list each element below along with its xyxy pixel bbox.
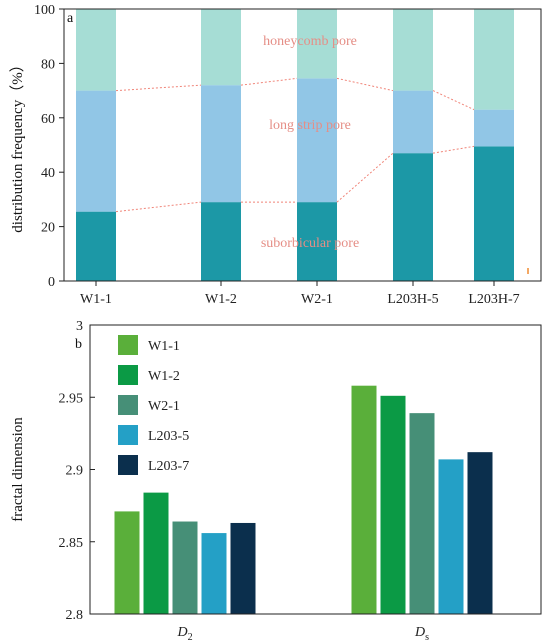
panel-a-connectors — [115, 77, 475, 213]
region-label-honeycomb: honeycomb pore — [263, 34, 357, 49]
bar-l203-7-ds — [467, 452, 493, 614]
bar-suborbicular-pore-w2-1 — [297, 202, 337, 281]
legend-label-w1-2: W1-2 — [148, 369, 180, 384]
panel-b-chart: 2.8 2.85 2.9 2.95 3 D2 Ds b fractal dimension… — [10, 319, 542, 642]
panel-a-x-ticks: W1-1 W1-2 W2-1 L203H-5 L203H-7 — [80, 281, 520, 307]
connector-line-long-strip-top — [115, 84, 202, 92]
bar-w2-1-d2 — [172, 521, 198, 614]
panel-a-x-tick-label: W1-2 — [205, 292, 237, 307]
bar-l203-7-d2 — [230, 522, 256, 614]
bar-long-strip-pore-l203h-5 — [393, 90, 433, 154]
panel-b-y-tick-label: 2.95 — [59, 391, 84, 406]
bar-suborbicular-pore-w1-2 — [201, 202, 241, 281]
legend-label-w1-1: W1-1 — [148, 339, 180, 354]
panel-b-y-tick-label: 2.8 — [66, 608, 84, 623]
panel-b-x-ticks: D2 Ds — [176, 625, 429, 642]
panel-b-letter: b — [75, 337, 82, 352]
panel-a-bars — [76, 9, 514, 281]
connector-line-suborbicular-top — [336, 152, 394, 203]
bar-honeycomb-pore-w2-1 — [297, 9, 337, 79]
bar-honeycomb-pore-w1-2 — [201, 9, 241, 86]
bar-honeycomb-pore-l203h-5 — [393, 9, 433, 91]
bar-l203-5-d2 — [201, 533, 227, 614]
connector-line-long-strip-top — [432, 90, 475, 111]
bar-long-strip-pore-w2-1 — [297, 78, 337, 203]
panel-a-x-tick-label: W2-1 — [301, 292, 333, 307]
panel-a-y-tick-label: 40 — [41, 166, 55, 181]
panel-a-y-axis-title: distribution frequency（%） — [9, 57, 26, 232]
panel-b-x-tick-label: Ds — [414, 625, 429, 642]
bar-w2-1-ds — [409, 413, 435, 614]
connector-line-long-strip-top — [240, 77, 298, 86]
bar-suborbicular-pore-l203h-5 — [393, 153, 433, 281]
bar-honeycomb-pore-l203h-7 — [474, 9, 514, 110]
panel-a-y-tick-label: 20 — [41, 221, 55, 236]
legend-swatch-w2-1 — [118, 395, 138, 415]
legend-swatch-w1-2 — [118, 365, 138, 385]
legend-swatch-l203-5 — [118, 425, 138, 445]
bar-suborbicular-pore-l203h-7 — [474, 146, 514, 281]
bar-suborbicular-pore-w1-1 — [76, 211, 116, 281]
bar-long-strip-pore-l203h-7 — [474, 109, 514, 147]
panel-a-x-tick-label: L203H-5 — [387, 292, 438, 307]
panel-b-y-tick-label: 2.9 — [66, 464, 84, 479]
legend-label-w2-1: W2-1 — [148, 399, 180, 414]
legend-swatch-l203-7 — [118, 455, 138, 475]
bar-l203-5-ds — [438, 459, 464, 614]
bar-w1-2-ds — [380, 395, 406, 614]
panel-b-bars — [114, 385, 493, 614]
panel-a-x-tick-label: W1-1 — [80, 292, 112, 307]
panel-a-y-tick-label: 80 — [41, 57, 55, 72]
bar-honeycomb-pore-w1-1 — [76, 9, 116, 91]
legend-swatch-w1-1 — [118, 335, 138, 355]
panel-a-x-tick-label: L203H-7 — [468, 292, 519, 307]
bar-w1-1-ds — [351, 385, 377, 614]
legend-label-l203-7: L203-7 — [148, 459, 189, 474]
panel-b-y-axis-title: fractal dimension — [10, 417, 26, 522]
connector-line-suborbicular-top — [432, 145, 475, 154]
panel-a-y-tick-label: 100 — [34, 3, 55, 18]
region-label-long-strip: long strip pore — [269, 118, 351, 133]
panel-a-letter: a — [67, 11, 74, 26]
panel-a-y-tick-label: 60 — [41, 112, 55, 127]
connector-line-suborbicular-top — [115, 201, 202, 213]
panel-b-y-tick-label: 2.85 — [59, 536, 84, 551]
bar-w1-2-d2 — [143, 492, 169, 614]
panel-a-frame — [63, 8, 542, 282]
bar-w1-1-d2 — [114, 511, 140, 614]
bar-long-strip-pore-w1-1 — [76, 90, 116, 212]
panel-a-y-ticks: 0 20 40 60 80 100 — [34, 3, 64, 290]
panel-b-x-tick-label: D2 — [176, 625, 192, 642]
bar-long-strip-pore-w1-2 — [201, 85, 241, 203]
region-label-suborbicular: suborbicular pore — [261, 236, 359, 251]
legend-label-l203-5: L203-5 — [148, 429, 189, 444]
panel-b-y-ticks: 2.8 2.85 2.9 2.95 3 — [59, 319, 95, 623]
panel-b-y-tick-label: 3 — [76, 319, 83, 334]
panel-b-legend: W1-1 W1-2 W2-1 L203-5 L203-7 — [118, 335, 189, 475]
panel-a-y-tick-label: 0 — [48, 275, 55, 290]
connector-line-long-strip-top — [336, 77, 394, 92]
